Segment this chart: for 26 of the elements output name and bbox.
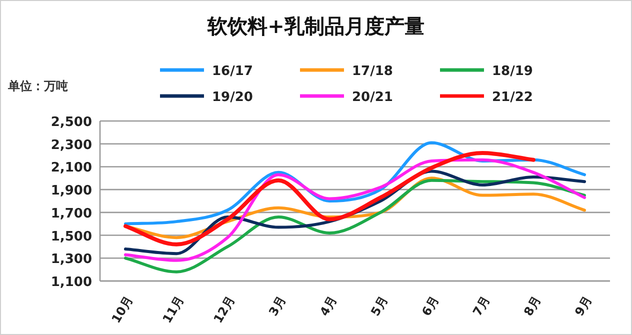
y-tick-label: 2,500 — [50, 115, 92, 130]
y-tick-label: 1,700 — [50, 206, 92, 222]
y-tick-label: 2,100 — [50, 160, 92, 176]
chart-title: 软饮料+乳制品月度产量 — [206, 14, 424, 38]
legend-label: 16/17 — [212, 64, 253, 79]
legend-label: 20/21 — [352, 90, 393, 105]
y-tick-label: 1,900 — [50, 184, 92, 199]
x-tick-label: 5月 — [368, 294, 390, 318]
y-tick-label: 1,100 — [50, 275, 92, 290]
legend-label: 19/20 — [212, 90, 253, 105]
x-tick-label: 12月 — [210, 294, 238, 326]
x-tick-label: 6月 — [419, 294, 442, 318]
x-tick-label: 9月 — [572, 294, 594, 318]
x-tick-label: 3月 — [266, 294, 288, 318]
y-tick-label: 1,500 — [50, 229, 92, 244]
y-tick-label: 1,300 — [50, 252, 92, 268]
x-tick-label: 8月 — [521, 294, 544, 318]
x-tick-label: 10月 — [108, 294, 136, 326]
x-tick-label: 11月 — [160, 294, 186, 326]
legend-label: 17/18 — [352, 64, 393, 79]
y-tick-label: 2,300 — [50, 138, 92, 153]
legend-label: 18/19 — [492, 64, 533, 79]
legend-label: 21/22 — [492, 90, 533, 105]
x-tick-label: 7月 — [470, 294, 492, 318]
x-tick-label: 4月 — [317, 294, 340, 318]
y-axis-title: 单位：万吨 — [7, 79, 68, 93]
